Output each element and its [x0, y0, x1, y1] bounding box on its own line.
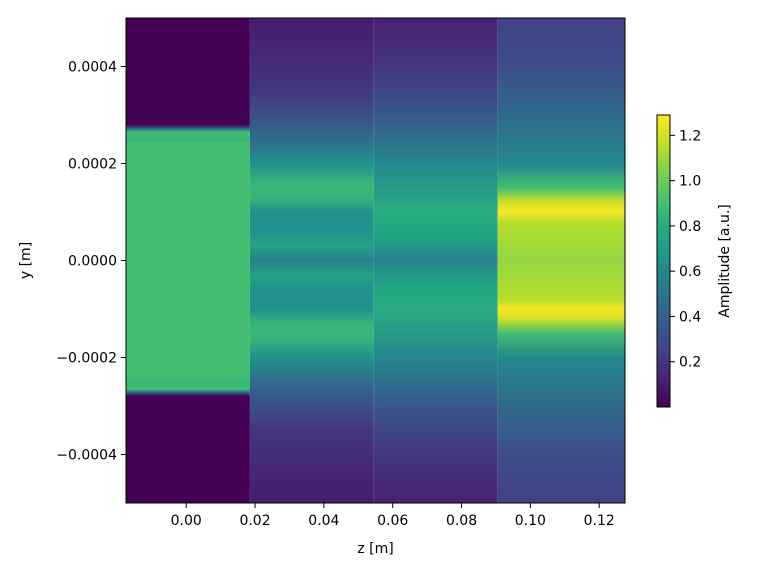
- colorbar-tick-label: 0.8: [679, 219, 701, 235]
- colorbar: [656, 114, 671, 408]
- x-axis: 0.00 0.02 0.04 0.06 0.08 0.10 0.12: [171, 503, 615, 529]
- colorbar-tick-label: 1.0: [679, 174, 701, 190]
- colorbar-axis: 0.2 0.4 0.6 0.8 1.0 1.2: [670, 128, 701, 371]
- colorbar-tick-label: 0.2: [679, 355, 701, 371]
- x-tick-label: 0.00: [171, 513, 202, 529]
- x-tick-label: 0.12: [584, 513, 615, 529]
- colorbar-tick-label: 0.6: [679, 264, 701, 280]
- heatmap-column-2: [249, 18, 374, 503]
- y-axis-label: y [m]: [18, 242, 34, 279]
- y-tick-label: 0.0000: [68, 254, 117, 270]
- colorbar-label: Amplitude [a.u.]: [717, 204, 733, 317]
- heatmap-column-3: [373, 18, 498, 503]
- colorbar-tick-label: 0.4: [679, 309, 701, 325]
- x-tick-label: 0.06: [377, 513, 408, 529]
- x-tick-label: 0.10: [515, 513, 546, 529]
- heatmap-column-4: [497, 18, 625, 503]
- heatmap-area: [126, 18, 625, 503]
- x-tick-label: 0.08: [446, 513, 477, 529]
- y-tick-label: 0.0004: [68, 60, 117, 76]
- x-tick-label: 0.04: [308, 513, 339, 529]
- colorbar-tick-label: 1.2: [679, 128, 701, 144]
- y-axis: 0.0004 0.0002 0.0000 −0.0002 −0.0004: [56, 60, 126, 464]
- y-tick-label: 0.0002: [68, 157, 117, 173]
- y-tick-label: −0.0004: [56, 448, 117, 464]
- y-tick-label: −0.0002: [56, 351, 117, 367]
- x-tick-label: 0.02: [239, 513, 270, 529]
- x-axis-label: z [m]: [357, 541, 393, 557]
- heatmap-column-1: [126, 18, 250, 503]
